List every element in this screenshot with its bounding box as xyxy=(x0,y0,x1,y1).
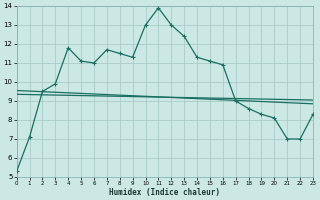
X-axis label: Humidex (Indice chaleur): Humidex (Indice chaleur) xyxy=(109,188,220,197)
